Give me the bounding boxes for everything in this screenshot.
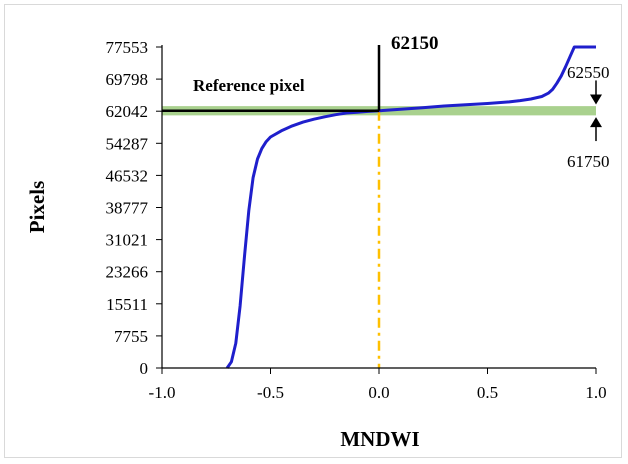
- x-tick-label: -0.5: [257, 383, 284, 402]
- x-axis-title: MNDWI: [340, 427, 419, 451]
- y-tick-label: 62042: [106, 102, 149, 121]
- cumulative-pixels-line: [225, 45, 596, 369]
- x-tick-label: -1.0: [149, 383, 176, 402]
- upper-bound-label: 62550: [567, 63, 610, 82]
- y-tick-label: 7755: [114, 327, 148, 346]
- x-tick-label: 0.5: [477, 383, 498, 402]
- y-tick-label: 54287: [106, 134, 149, 153]
- y-tick-label: 69798: [106, 70, 149, 89]
- y-tick-label: 23266: [106, 263, 149, 282]
- ticks-layer: 0 7755 15511 23266 31021 38777 46532 54287 62042…: [106, 38, 607, 402]
- reference-value-label: 62150: [391, 33, 439, 54]
- y-axis-title: Pixels: [25, 181, 49, 234]
- y-tick-label: 0: [140, 359, 149, 378]
- annotation-layer: [590, 80, 602, 142]
- chart-frame: [4, 4, 622, 458]
- y-tick-label: 46532: [106, 166, 149, 185]
- x-tick-label: 1.0: [585, 383, 606, 402]
- y-tick-label: 31021: [106, 231, 149, 250]
- upper-arrow-head: [590, 94, 602, 105]
- y-tick-label: 38777: [106, 198, 149, 217]
- lower-arrow-head: [590, 117, 602, 128]
- y-tick-label: 15511: [106, 295, 148, 314]
- x-tick-label: 0.0: [368, 383, 389, 402]
- lower-bound-label: 61750: [567, 152, 610, 171]
- y-tick-label: 77553: [106, 38, 149, 57]
- lines-layer: [162, 45, 596, 369]
- reference-pixel-label: Reference pixel: [193, 76, 305, 95]
